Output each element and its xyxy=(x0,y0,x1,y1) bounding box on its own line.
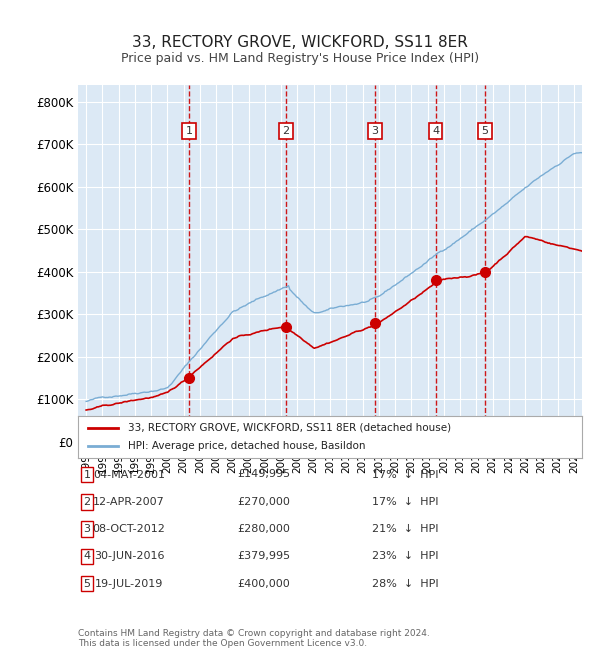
Text: 33, RECTORY GROVE, WICKFORD, SS11 8ER: 33, RECTORY GROVE, WICKFORD, SS11 8ER xyxy=(132,34,468,50)
Text: £270,000: £270,000 xyxy=(238,497,290,507)
Text: 08-OCT-2012: 08-OCT-2012 xyxy=(92,524,166,534)
Text: 2: 2 xyxy=(282,126,289,136)
Text: 30-JUN-2016: 30-JUN-2016 xyxy=(94,551,164,562)
Text: Price paid vs. HM Land Registry's House Price Index (HPI): Price paid vs. HM Land Registry's House … xyxy=(121,52,479,65)
Text: £379,995: £379,995 xyxy=(238,551,290,562)
Text: 5: 5 xyxy=(83,578,91,589)
Text: Contains HM Land Registry data © Crown copyright and database right 2024.: Contains HM Land Registry data © Crown c… xyxy=(78,629,430,638)
Text: 28%  ↓  HPI: 28% ↓ HPI xyxy=(372,578,439,589)
Text: 23%  ↓  HPI: 23% ↓ HPI xyxy=(372,551,439,562)
Text: 3: 3 xyxy=(83,524,91,534)
Text: 3: 3 xyxy=(371,126,379,136)
Text: 5: 5 xyxy=(482,126,488,136)
Text: 17%  ↓  HPI: 17% ↓ HPI xyxy=(372,497,439,507)
Text: 1: 1 xyxy=(83,469,91,480)
Text: £149,995: £149,995 xyxy=(238,469,290,480)
Text: 04-MAY-2001: 04-MAY-2001 xyxy=(93,469,165,480)
Text: 21%  ↓  HPI: 21% ↓ HPI xyxy=(372,524,439,534)
Text: 4: 4 xyxy=(83,551,91,562)
Text: 19-JUL-2019: 19-JUL-2019 xyxy=(95,578,163,589)
Text: £400,000: £400,000 xyxy=(238,578,290,589)
Text: 2: 2 xyxy=(83,497,91,507)
Text: 1: 1 xyxy=(186,126,193,136)
Text: £280,000: £280,000 xyxy=(238,524,290,534)
Text: 17%  ↓  HPI: 17% ↓ HPI xyxy=(372,469,439,480)
Text: This data is licensed under the Open Government Licence v3.0.: This data is licensed under the Open Gov… xyxy=(78,639,367,648)
Text: HPI: Average price, detached house, Basildon: HPI: Average price, detached house, Basi… xyxy=(128,441,366,451)
Text: 33, RECTORY GROVE, WICKFORD, SS11 8ER (detached house): 33, RECTORY GROVE, WICKFORD, SS11 8ER (d… xyxy=(128,423,452,433)
Text: 12-APR-2007: 12-APR-2007 xyxy=(93,497,165,507)
Text: 4: 4 xyxy=(432,126,439,136)
